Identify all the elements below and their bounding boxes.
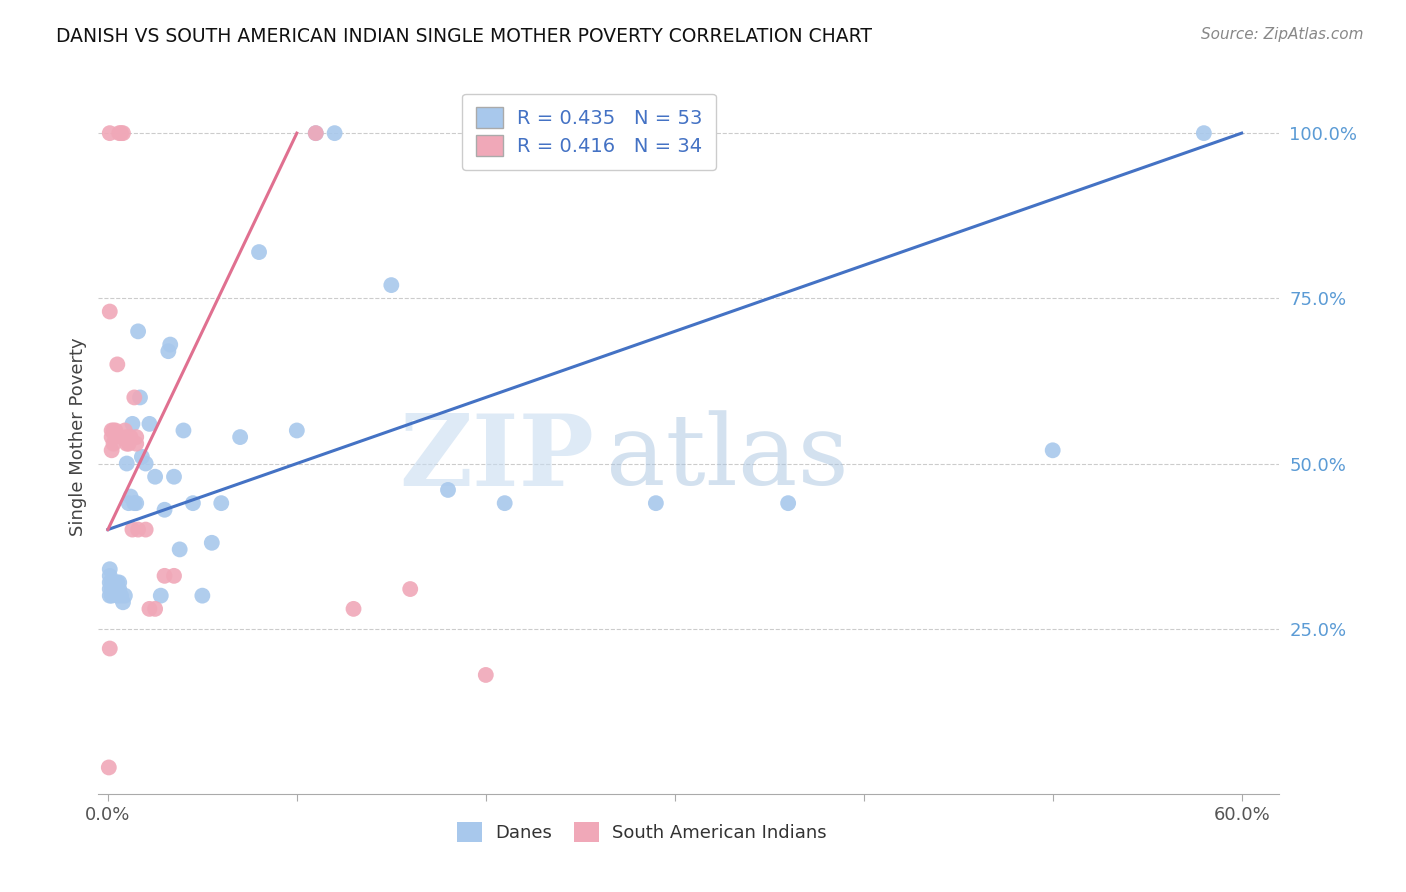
Point: [111, 595, 134, 609]
Point: [127, 324, 149, 338]
Point: [163, 469, 186, 483]
Point: [127, 523, 149, 537]
Point: [103, 582, 125, 596]
Text: atlas: atlas: [606, 410, 849, 507]
Point: [181, 496, 204, 510]
Point: [98, 582, 121, 596]
Point: [98, 126, 121, 140]
Point: [98, 569, 121, 583]
Point: [342, 602, 364, 616]
Point: [104, 582, 127, 596]
Point: [98, 575, 121, 590]
Point: [98, 589, 121, 603]
Point: [114, 424, 136, 438]
Text: Source: ZipAtlas.com: Source: ZipAtlas.com: [1201, 27, 1364, 42]
Point: [437, 483, 460, 497]
Point: [108, 126, 131, 140]
Point: [98, 304, 121, 318]
Point: [125, 496, 148, 510]
Point: [143, 469, 166, 483]
Point: [111, 126, 134, 140]
Text: ZIP: ZIP: [399, 410, 595, 507]
Point: [153, 569, 176, 583]
Point: [104, 424, 127, 438]
Point: [103, 424, 125, 438]
Text: DANISH VS SOUTH AMERICAN INDIAN SINGLE MOTHER POVERTY CORRELATION CHART: DANISH VS SOUTH AMERICAN INDIAN SINGLE M…: [56, 27, 872, 45]
Point: [124, 496, 146, 510]
Point: [125, 436, 148, 450]
Point: [103, 436, 125, 450]
Point: [153, 502, 176, 516]
Point: [118, 436, 141, 450]
Point: [104, 430, 127, 444]
Point: [1192, 126, 1215, 140]
Point: [100, 424, 122, 438]
Point: [97, 760, 120, 774]
Point: [380, 278, 402, 293]
Point: [115, 436, 138, 450]
Point: [124, 391, 146, 405]
Point: [494, 496, 516, 510]
Point: [159, 337, 181, 351]
Point: [120, 430, 142, 444]
Point: [100, 589, 122, 603]
Point: [644, 496, 666, 510]
Point: [108, 575, 131, 590]
Point: [247, 245, 270, 260]
Point: [110, 589, 132, 603]
Point: [149, 589, 172, 603]
Point: [115, 457, 138, 471]
Point: [114, 589, 136, 603]
Point: [305, 126, 328, 140]
Point: [105, 589, 128, 603]
Point: [172, 424, 194, 438]
Point: [125, 430, 148, 444]
Point: [1042, 443, 1064, 458]
Point: [120, 490, 142, 504]
Point: [201, 536, 224, 550]
Point: [108, 582, 131, 596]
Point: [105, 358, 128, 372]
Point: [143, 602, 166, 616]
Point: [135, 457, 157, 471]
Point: [100, 443, 122, 458]
Point: [100, 582, 122, 596]
Point: [305, 126, 328, 140]
Point: [209, 496, 232, 510]
Point: [157, 344, 180, 359]
Point: [399, 582, 422, 596]
Point: [135, 523, 157, 537]
Point: [115, 430, 138, 444]
Point: [110, 126, 132, 140]
Point: [138, 602, 160, 616]
Point: [100, 430, 122, 444]
Point: [100, 575, 122, 590]
Point: [98, 641, 121, 656]
Point: [169, 542, 191, 557]
Point: [118, 496, 141, 510]
Legend: Danes, South American Indians: Danes, South American Indians: [450, 814, 834, 849]
Point: [323, 126, 346, 140]
Point: [229, 430, 252, 444]
Point: [475, 668, 498, 682]
Point: [163, 569, 186, 583]
Point: [98, 562, 121, 576]
Point: [121, 417, 143, 431]
Point: [138, 417, 160, 431]
Point: [131, 450, 153, 464]
Point: [105, 575, 128, 590]
Point: [285, 424, 308, 438]
Point: [191, 589, 214, 603]
Point: [129, 391, 152, 405]
Y-axis label: Single Mother Poverty: Single Mother Poverty: [69, 338, 87, 536]
Point: [103, 575, 125, 590]
Point: [121, 523, 143, 537]
Point: [778, 496, 800, 510]
